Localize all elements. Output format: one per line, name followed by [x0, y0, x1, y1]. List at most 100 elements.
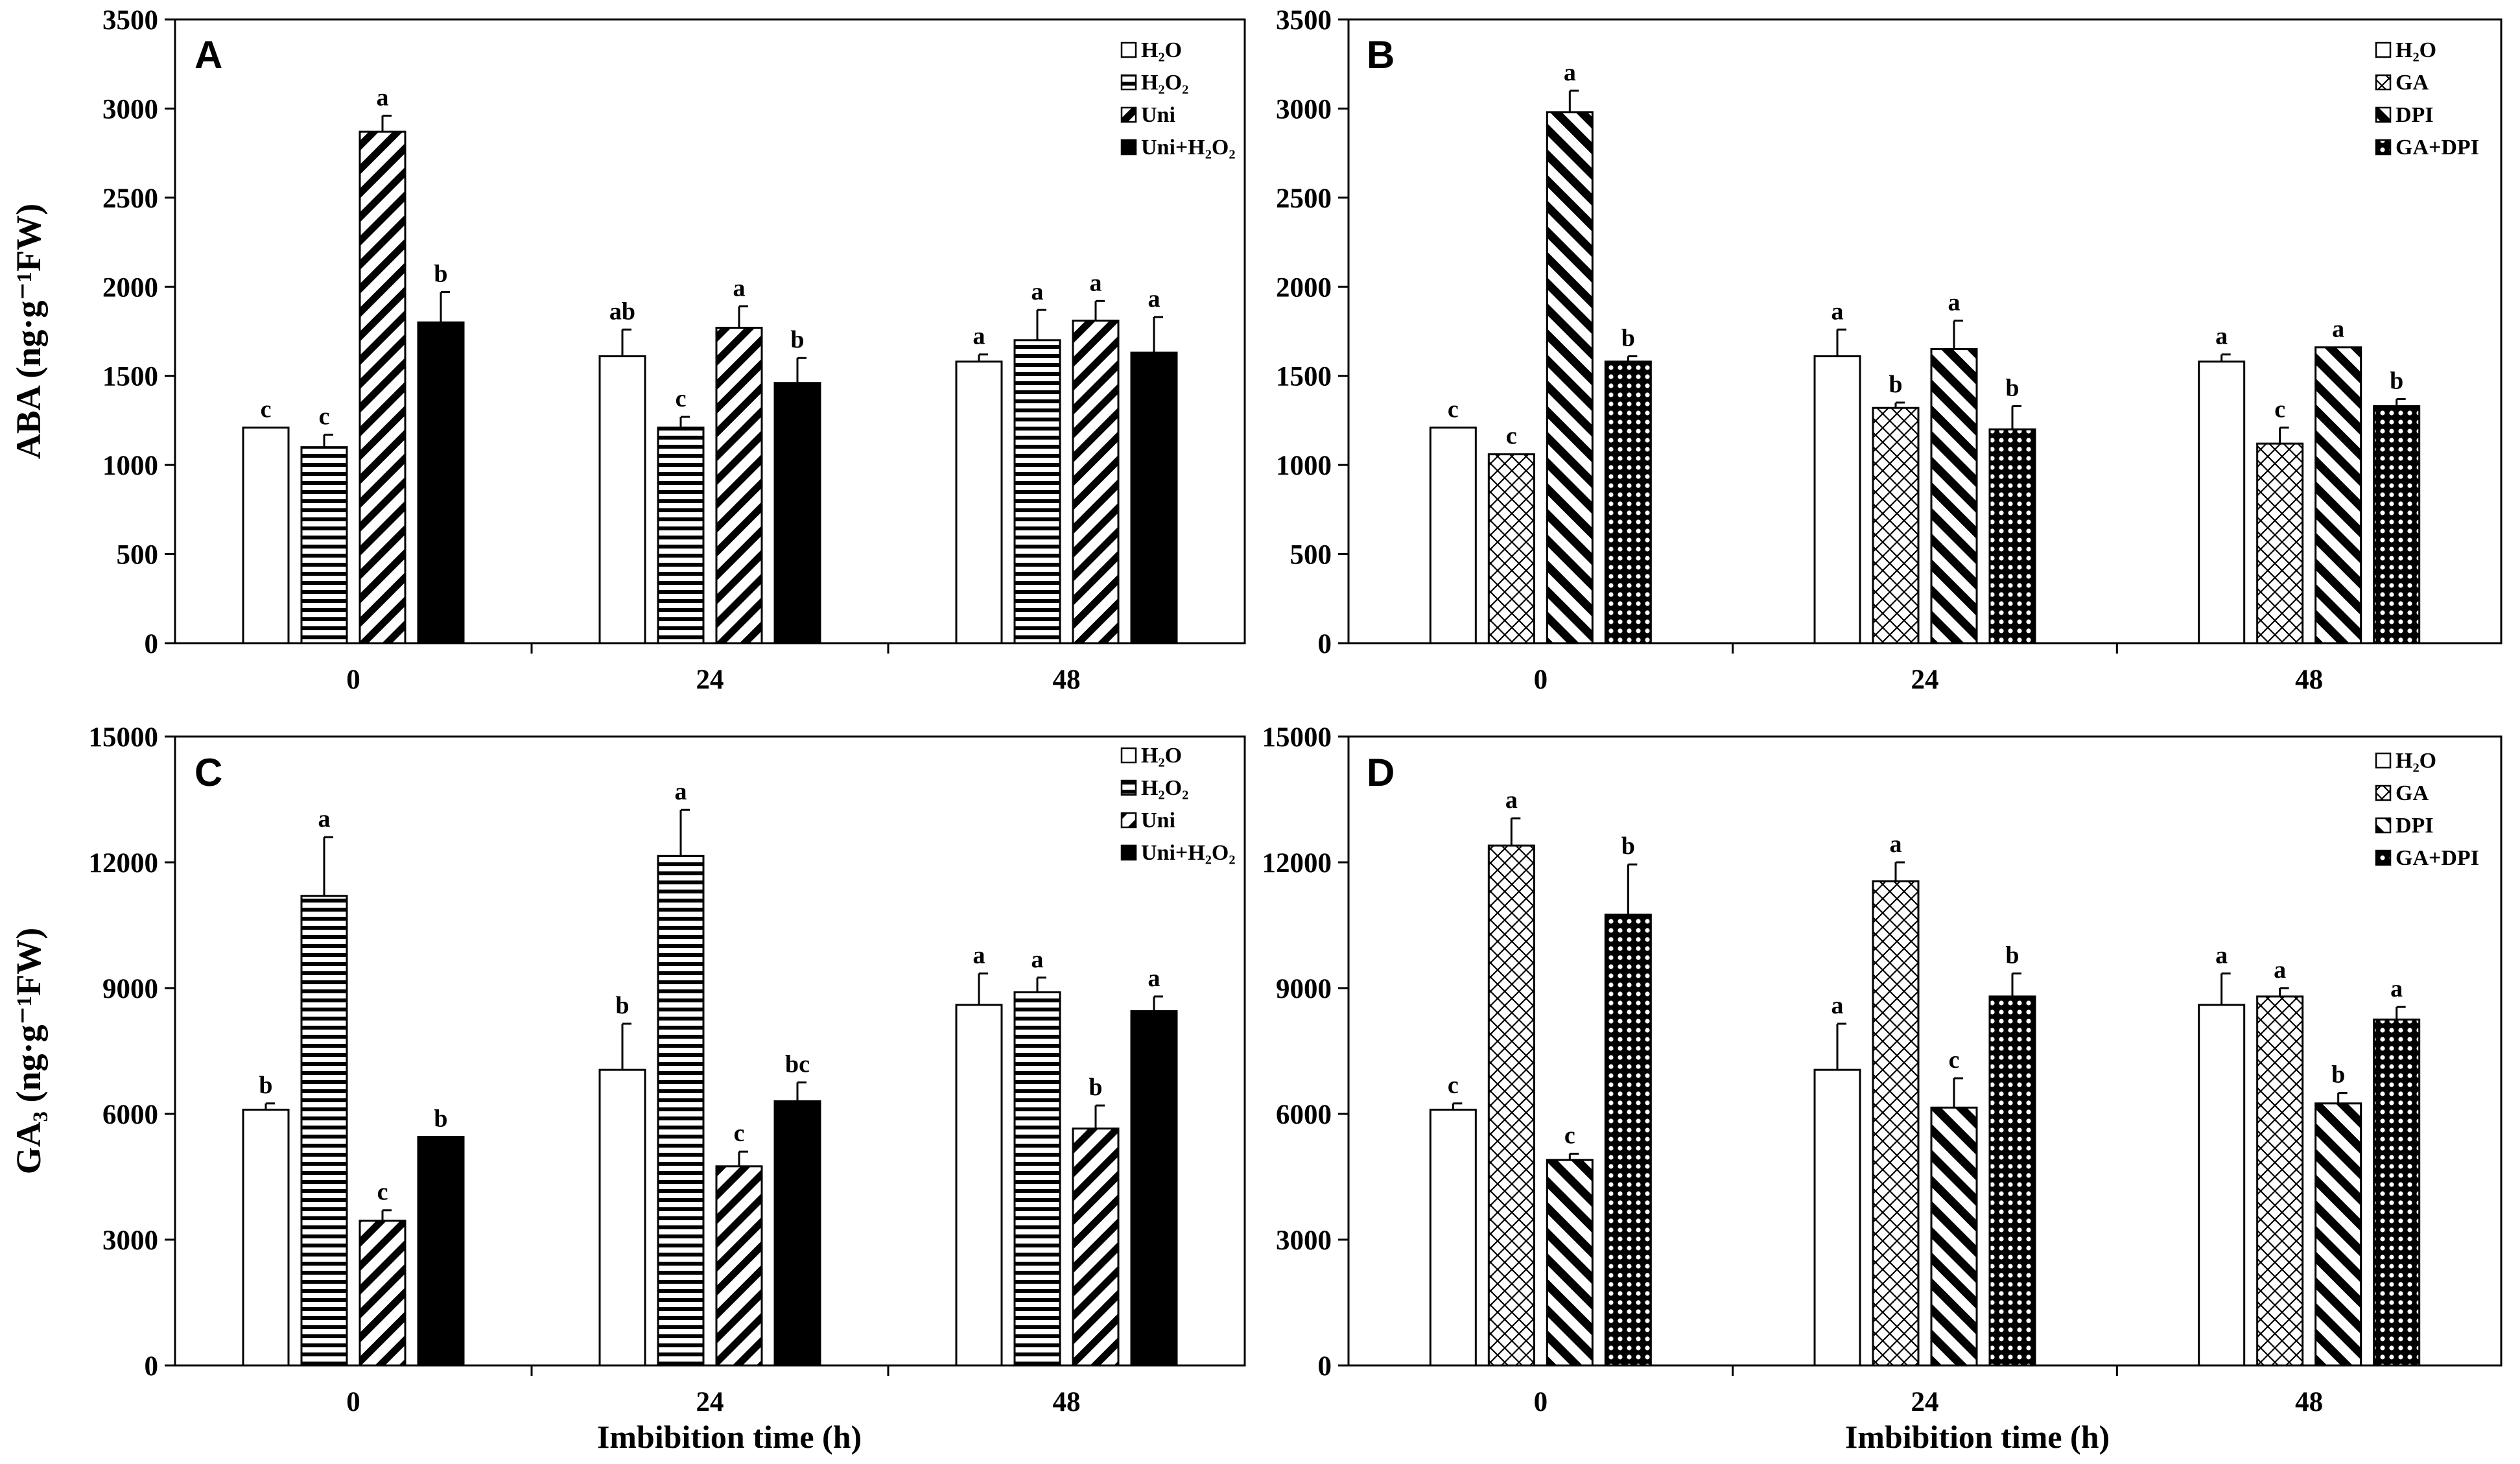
significance-label: a — [1031, 278, 1044, 305]
y-tick-label: 1500 — [1276, 362, 1332, 392]
significance-label: bc — [785, 1051, 810, 1078]
y-tick-label: 0 — [1318, 629, 1332, 659]
legend-label: GA — [2396, 781, 2429, 805]
y-tick-label: 2500 — [1276, 183, 1332, 214]
bar — [1429, 426, 1477, 644]
legend-swatch — [2375, 849, 2392, 866]
x-axis-title-left: Imbibition time (h) — [597, 1419, 862, 1455]
significance-label: c — [1506, 423, 1517, 450]
legend-label: H₂O₂ — [1141, 776, 1188, 800]
legend-swatch — [1120, 812, 1137, 829]
significance-label: a — [2274, 956, 2286, 984]
significance-label: b — [2390, 367, 2403, 394]
significance-label: a — [2215, 941, 2228, 969]
bar — [1072, 1128, 1120, 1367]
bar — [1604, 360, 1652, 644]
significance-label: b — [1621, 832, 1635, 860]
y-tick-label: 3000 — [102, 94, 158, 124]
bar — [1988, 428, 2036, 644]
legend-swatch — [1120, 41, 1137, 58]
bar — [1130, 351, 1178, 644]
bar — [1429, 1109, 1477, 1367]
significance-label: c — [2274, 396, 2285, 423]
significance-label: b — [790, 326, 804, 353]
legend-label: DPI — [2396, 103, 2434, 127]
legend-swatch — [2375, 41, 2392, 58]
significance-label: a — [1505, 786, 1518, 814]
panel-d: 0 3000 6000 9000 12000 15000 D 0 c a c b 24 a a c b 48 a a b… — [1262, 722, 2502, 1417]
y-tick-label: 500 — [1290, 540, 1332, 571]
legend-label: Uni — [1141, 103, 1175, 127]
bar — [657, 426, 705, 644]
legend-swatch — [1120, 747, 1137, 764]
legend-swatch — [2375, 752, 2392, 769]
bar — [1013, 339, 1061, 644]
plot-frame — [174, 735, 1246, 1367]
significance-label: c — [676, 385, 687, 412]
y-tick-label: 3000 — [102, 1225, 158, 1256]
y-tick-label: 500 — [117, 540, 159, 571]
bar — [598, 355, 646, 644]
bar — [2256, 995, 2304, 1367]
legend-swatch — [1120, 106, 1137, 123]
y-tick-label: 2000 — [1276, 272, 1332, 303]
bar — [1988, 995, 2036, 1367]
x-tick-label: 48 — [1053, 1387, 1081, 1417]
legend-label: GA+DPI — [2396, 136, 2479, 159]
x-tick-label: 0 — [346, 1387, 360, 1417]
significance-label: a — [1148, 285, 1160, 313]
significance-label: a — [2215, 323, 2228, 350]
significance-label: a — [1831, 992, 1844, 1019]
legend-label: Uni — [1141, 809, 1175, 832]
significance-label: b — [2005, 941, 2019, 969]
plot-frame — [1347, 18, 2502, 644]
bar — [715, 1165, 763, 1367]
y-tick-label: 12000 — [1262, 848, 1332, 879]
significance-label: a — [1890, 831, 1902, 858]
x-tick-label: 24 — [696, 665, 724, 695]
x-tick-label: 24 — [696, 1387, 724, 1417]
bar — [955, 360, 1003, 644]
significance-label: a — [2332, 316, 2344, 343]
significance-label: a — [973, 323, 985, 350]
bar — [1813, 1068, 1861, 1367]
bar — [1930, 348, 1978, 644]
bar — [242, 1109, 290, 1367]
bar — [242, 426, 290, 644]
significance-label: b — [1889, 371, 1902, 398]
significance-label: b — [615, 992, 629, 1019]
bar — [1013, 991, 1061, 1367]
x-tick-label: 24 — [1911, 1387, 1939, 1417]
bar — [1546, 1159, 1594, 1367]
y-tick-label: 3000 — [1276, 94, 1332, 124]
significance-label: a — [1948, 289, 1961, 316]
y-tick-label: 9000 — [102, 974, 158, 1004]
significance-label: c — [377, 1179, 388, 1206]
y-tick-label: 2000 — [102, 272, 158, 303]
legend-label: Uni+H₂O₂ — [1141, 841, 1236, 865]
y-tick-label: 15000 — [89, 722, 159, 753]
bar — [417, 321, 465, 644]
significance-label: a — [318, 805, 331, 832]
significance-label: a — [1148, 965, 1160, 992]
x-tick-label: 24 — [1911, 665, 1939, 695]
bar — [2373, 1019, 2421, 1367]
legend-swatch — [2375, 785, 2392, 801]
x-tick-label: 48 — [2295, 665, 2323, 695]
bar — [1813, 355, 1861, 644]
significance-label: c — [1949, 1046, 1960, 1074]
y-tick-label: 1500 — [102, 362, 158, 392]
bar — [1930, 1106, 1978, 1367]
y-tick-label: 3000 — [1276, 1225, 1332, 1256]
significance-label: b — [434, 261, 447, 288]
significance-label: a — [1031, 946, 1044, 973]
bar — [1130, 1010, 1178, 1367]
y-tick-label: 6000 — [102, 1100, 158, 1130]
legend-label: Uni+H₂O₂ — [1141, 136, 1236, 159]
legend-swatch — [1120, 779, 1137, 796]
bar — [715, 327, 763, 644]
panel-letter: A — [194, 33, 222, 77]
bar — [300, 895, 348, 1367]
significance-label: a — [973, 941, 985, 969]
